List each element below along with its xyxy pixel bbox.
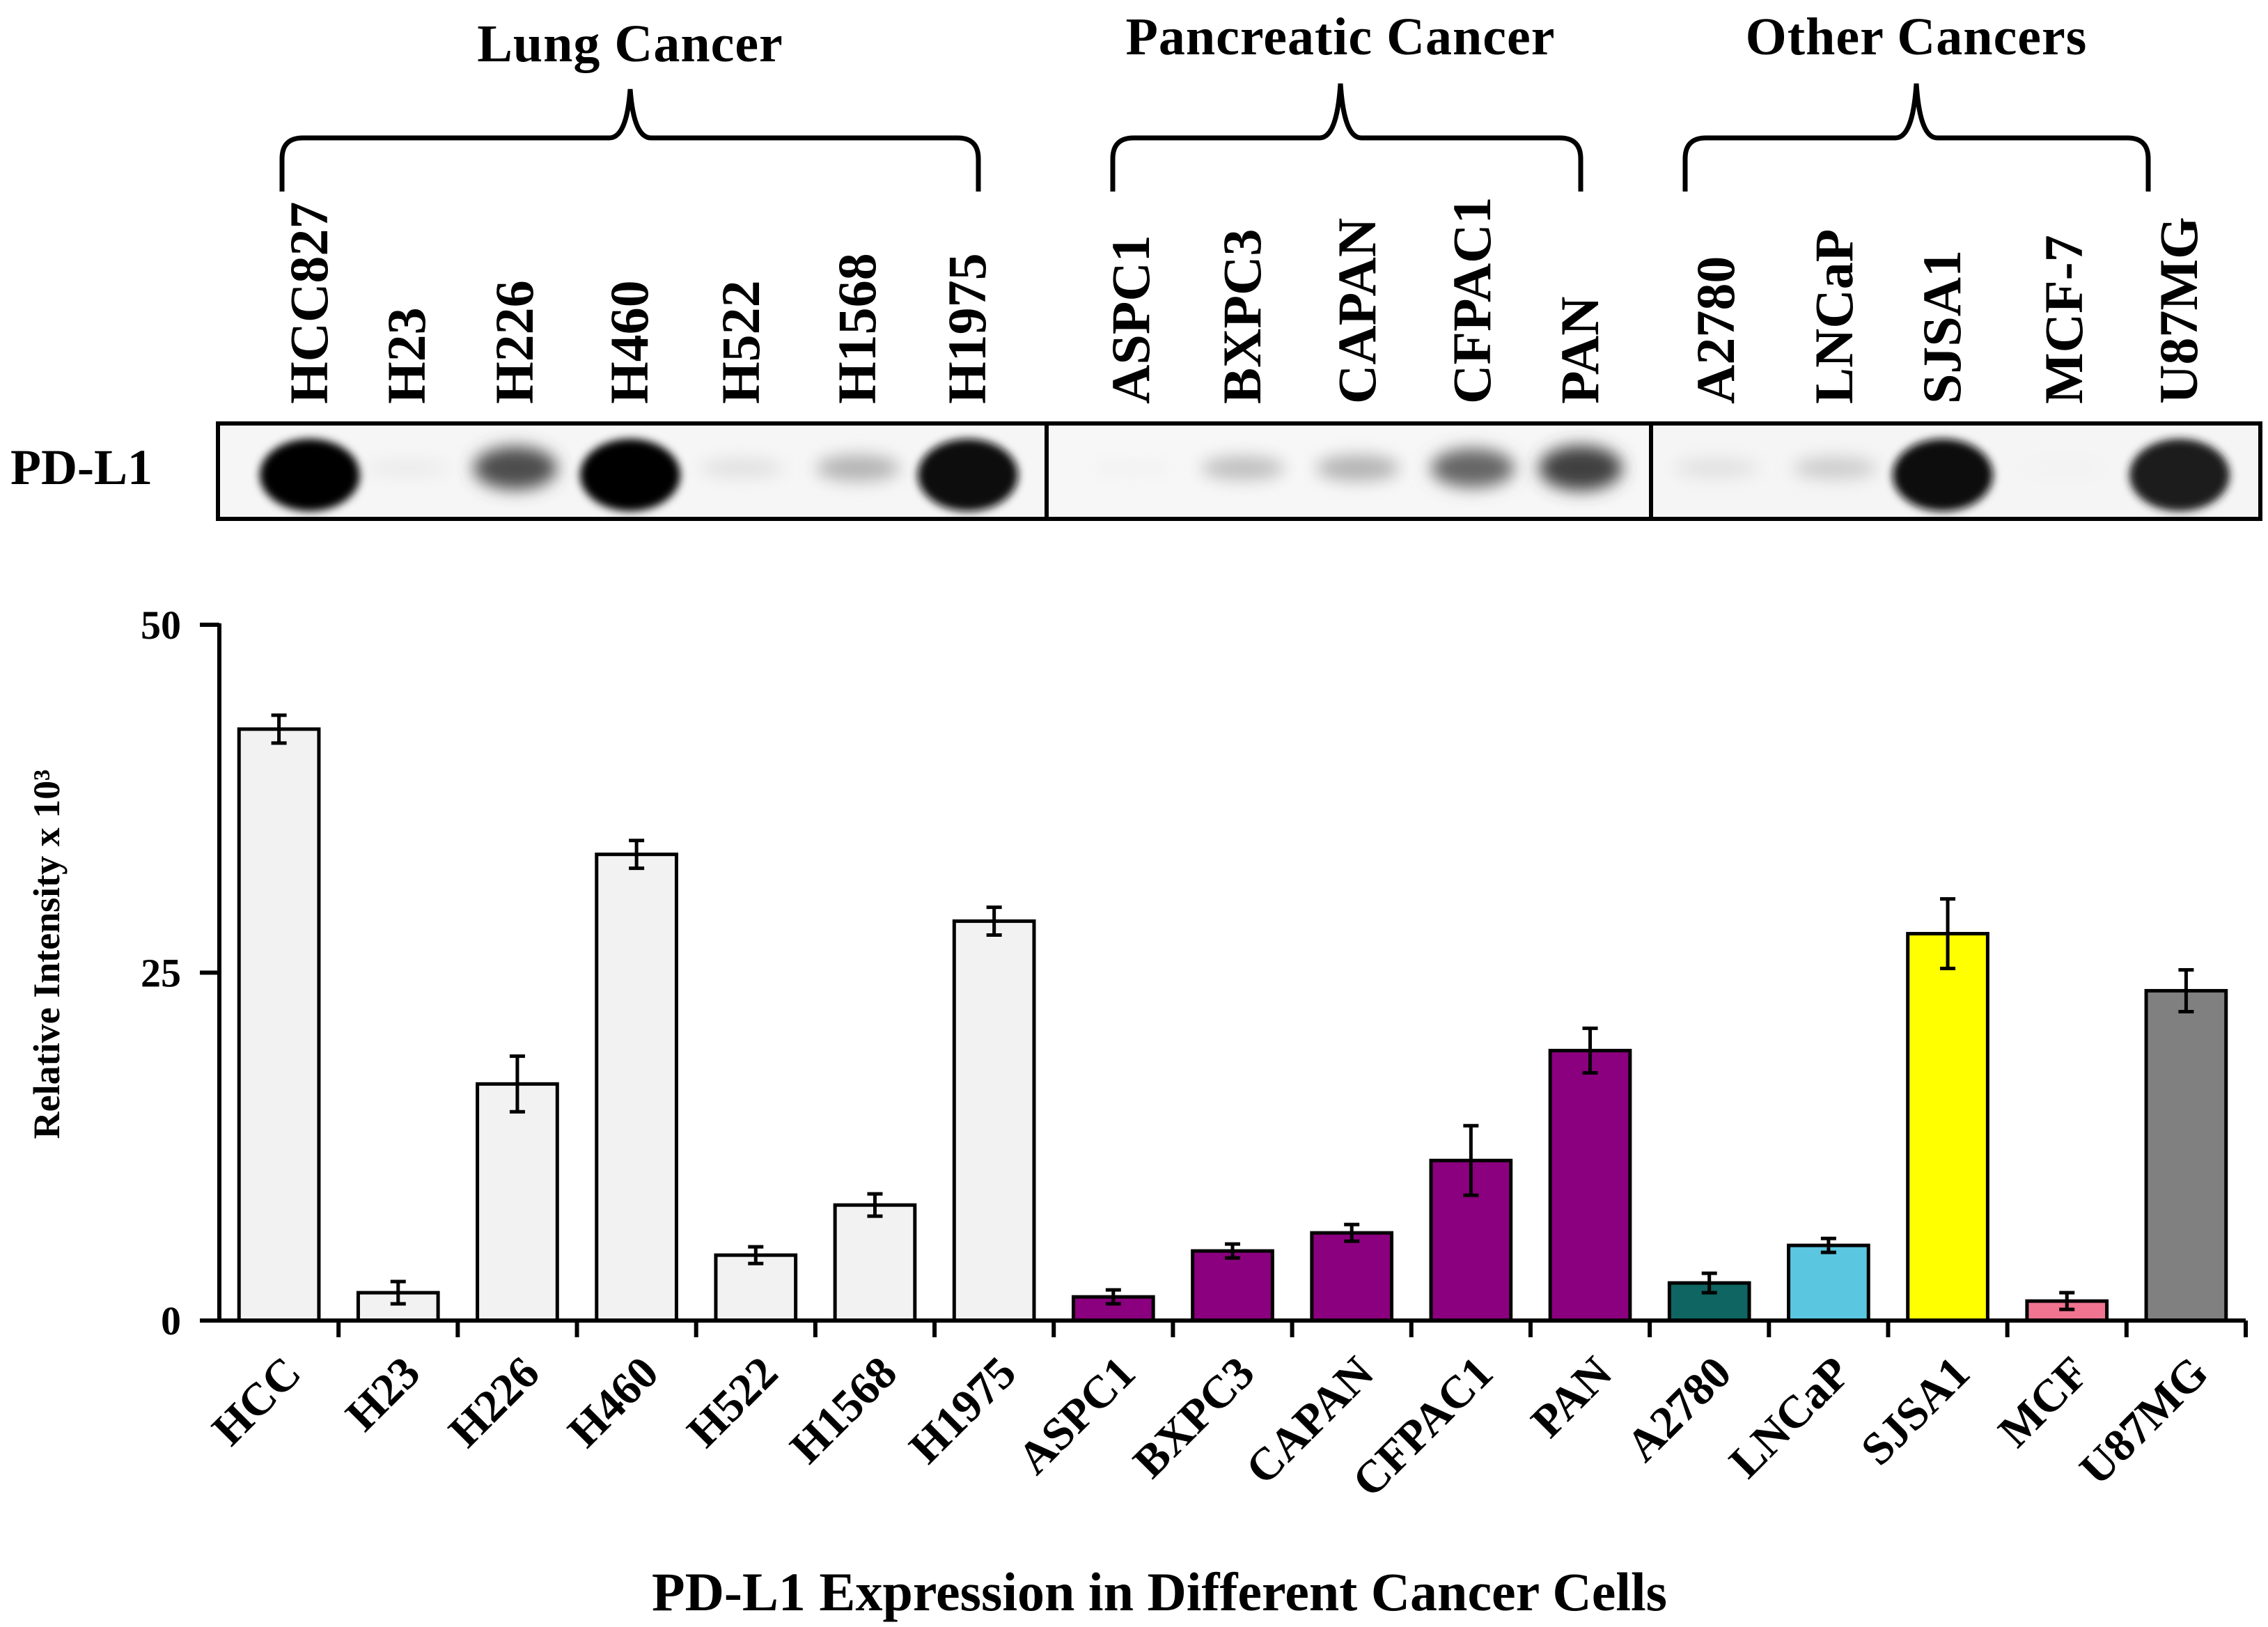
band-A2780 <box>1675 458 1758 478</box>
band-H522 <box>700 458 783 478</box>
band-H1568 <box>816 455 900 481</box>
x-tick-label: H23 <box>336 1347 430 1441</box>
band-H460 <box>580 439 680 511</box>
group-label-other: Other Cancers <box>1746 8 2088 66</box>
lane-label-LNCaP: LNCaP <box>1804 229 1864 404</box>
bar-chart: Relative Intensity x 10³ 0 25 50 HCC H23 H22… <box>26 602 2248 1622</box>
lane-label-A2780: A2780 <box>1685 256 1746 404</box>
bar-CAPAN <box>1310 1231 1394 1323</box>
lane-label-ASPC1: ASPC1 <box>1100 235 1161 404</box>
bar-H460 <box>595 853 678 1323</box>
band-CFPAC1 <box>1431 449 1515 488</box>
bar-H1568 <box>833 1203 917 1323</box>
x-tick-label: H1568 <box>781 1347 907 1473</box>
x-tick-label: H1975 <box>900 1347 1026 1473</box>
x-tick-label: HCC <box>203 1347 311 1455</box>
bar-HCC <box>237 727 321 1323</box>
x-tick-label: SJSA1 <box>1852 1347 1980 1475</box>
lane-label-PAN: PAN <box>1549 296 1610 404</box>
band-HCC827 <box>260 439 360 511</box>
bracket-pancreatic <box>1110 83 1583 192</box>
lane-label-SJSA1: SJSA1 <box>1911 250 1972 404</box>
lane-label-H460: H460 <box>599 280 659 404</box>
lane-label-MCF-7: MCF-7 <box>2033 235 2094 404</box>
band-H23 <box>366 459 449 477</box>
bracket-other <box>1682 83 2151 192</box>
x-tick-label: BXPC3 <box>1124 1347 1265 1488</box>
x-tick-label: H460 <box>558 1347 668 1457</box>
group-brackets: Lung Cancer Pancreatic Cancer Other Canc… <box>279 8 2151 192</box>
band-CAPAN <box>1316 455 1400 481</box>
x-tick-label: PAN <box>1522 1347 1622 1447</box>
lane-label-H1568: H1568 <box>827 253 887 404</box>
lane-label-CAPAN: CAPAN <box>1327 218 1387 404</box>
y-axis-label: Relative Intensity x 10³ <box>26 770 68 1139</box>
lane-label-CFPAC1: CFPAC1 <box>1441 197 1502 405</box>
western-blot <box>216 421 2262 521</box>
band-H226 <box>474 446 557 490</box>
y-axis: 0 25 50 <box>141 602 221 1344</box>
band-U87MG <box>2129 439 2230 511</box>
chart-title: PD-L1 Expression in Different Cancer Cel… <box>652 1562 1667 1622</box>
bars <box>237 713 2228 1323</box>
band-ASPC1 <box>1090 460 1173 476</box>
x-axis <box>200 1318 2248 1337</box>
y-tick-label: 25 <box>141 951 181 996</box>
bar-SJSA1 <box>1906 932 1989 1323</box>
bar-BXPC3 <box>1191 1249 1274 1323</box>
y-tick-label: 50 <box>141 602 181 648</box>
lane-label-BXPC3: BXPC3 <box>1212 229 1272 404</box>
blot-bands <box>260 439 2230 511</box>
lane-label-H1975: H1975 <box>937 253 997 404</box>
bar-U87MG <box>2144 988 2228 1323</box>
lane-label-H522: H522 <box>710 280 771 404</box>
band-SJSA1 <box>1893 439 1993 511</box>
bar-LNCaP <box>1787 1243 1870 1323</box>
band-PAN <box>1539 445 1622 491</box>
lane-label-H23: H23 <box>376 307 437 404</box>
group-label-pancreatic: Pancreatic Cancer <box>1125 8 1555 66</box>
band-LNCaP <box>1793 457 1877 479</box>
x-tick-label: LNCaP <box>1719 1347 1860 1488</box>
band-BXPC3 <box>1201 456 1285 481</box>
bar-H226 <box>476 1082 559 1323</box>
lane-label-H226: H226 <box>484 280 545 404</box>
y-tick-label: 0 <box>161 1298 181 1344</box>
x-tick-label: ASPC1 <box>1008 1347 1145 1484</box>
blot-row-label: PD-L1 <box>10 439 152 495</box>
band-MCF-7 <box>2023 460 2106 476</box>
group-label-lung: Lung Cancer <box>477 15 783 73</box>
blot-lane-labels: HCC827 H23 H226 H460 H522 H1568 H1975 ASPC1 BXPC… <box>279 197 2209 405</box>
bar-PAN <box>1548 1048 1632 1323</box>
x-tick-label: MCF <box>1989 1347 2099 1457</box>
x-tick-label: H226 <box>439 1347 549 1457</box>
band-H1975 <box>918 439 1018 511</box>
lane-label-U87MG: U87MG <box>2148 217 2209 404</box>
x-tick-label: U87MG <box>2070 1347 2218 1495</box>
lane-label-HCC827: HCC827 <box>279 202 339 404</box>
x-tick-label: H522 <box>678 1347 788 1457</box>
bar-H1975 <box>952 919 1036 1323</box>
x-tick-labels: HCC H23 H226 H460 H522H1568H1975ASPC1BXPC3CA… <box>203 1347 2218 1507</box>
bracket-lung <box>279 88 981 192</box>
